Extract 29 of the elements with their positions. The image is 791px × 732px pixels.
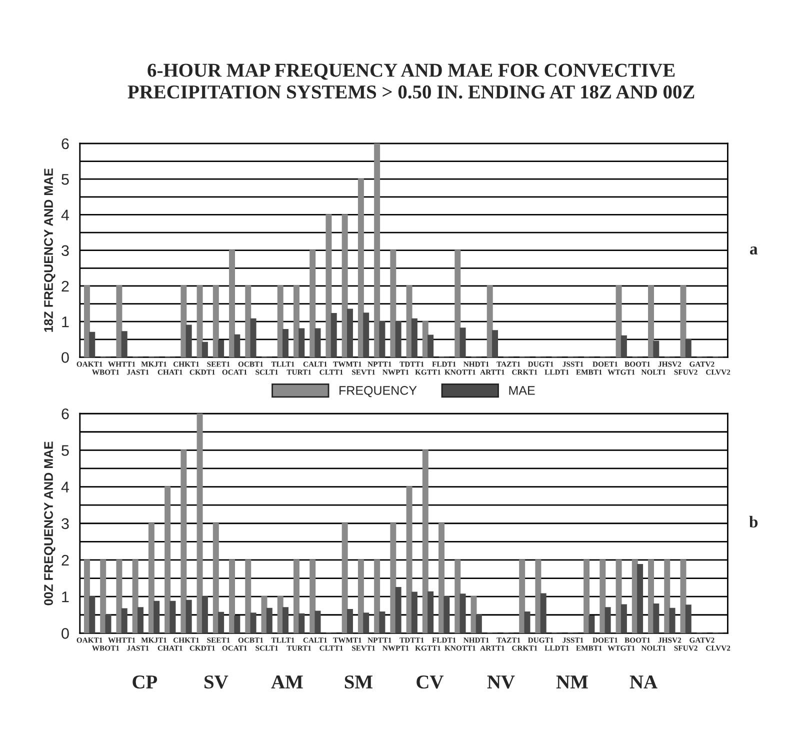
y-axis-title: 18Z FREQUENCY AND MAE bbox=[44, 168, 56, 332]
text: CV bbox=[416, 675, 444, 689]
text: SV bbox=[204, 675, 228, 689]
text: NA bbox=[630, 676, 658, 688]
text: b bbox=[749, 516, 758, 528]
y-tick-label: 1 bbox=[62, 316, 69, 328]
text: a bbox=[750, 246, 758, 255]
y-tick-label: 4 bbox=[61, 482, 70, 492]
y-tick-label: 6 bbox=[62, 408, 69, 420]
y-tick-label: 3 bbox=[62, 518, 69, 530]
legend-label: MAE bbox=[509, 386, 535, 395]
text: NM bbox=[556, 676, 588, 688]
y-tick-label: 4 bbox=[61, 210, 70, 220]
y-tick-label: 2 bbox=[62, 280, 69, 292]
y-tick-label: 6 bbox=[62, 138, 69, 150]
y-tick-label: 5 bbox=[62, 174, 69, 185]
y-tick-label: 5 bbox=[62, 445, 69, 456]
y-tick-label: 1 bbox=[62, 592, 69, 602]
y-tick-label: 0 bbox=[62, 628, 69, 639]
text: CP bbox=[132, 675, 158, 689]
text: AM bbox=[271, 676, 303, 688]
y-tick-label: 3 bbox=[62, 245, 69, 256]
text: SM bbox=[344, 675, 372, 689]
y-axis-title: 00Z FREQUENCY AND MAE bbox=[44, 442, 56, 606]
y-tick-label: 0 bbox=[62, 352, 69, 363]
y-tick-label: 2 bbox=[62, 554, 69, 566]
text: NV bbox=[487, 676, 515, 689]
chart-title: 6-HOUR MAP FREQUENCY AND MAE FOR CONVECTIVE PRECIPITATION SYSTEMS > 0.50 IN. ENDING AT 18Z AND 00Z bbox=[128, 64, 694, 99]
legend-label: FREQUENCY bbox=[340, 386, 417, 398]
